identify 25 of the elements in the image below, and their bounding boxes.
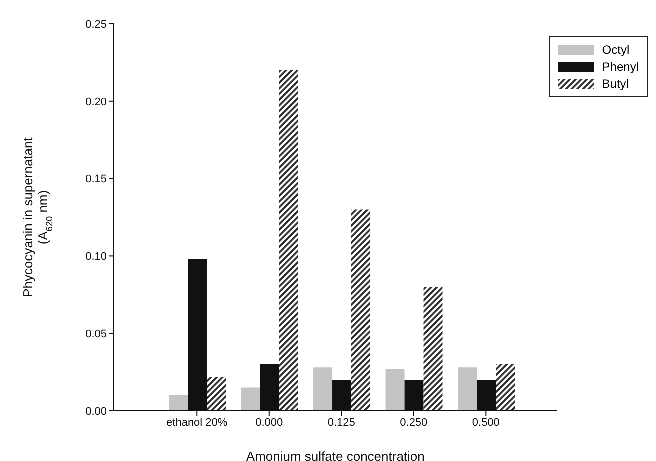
x-axis-title: Amonium sulfate concentration xyxy=(246,449,425,461)
y-tick-label: 0.10 xyxy=(86,251,107,264)
legend-label: Phenyl xyxy=(602,60,639,74)
legend-label: Octyl xyxy=(602,42,630,56)
y-tick-label: 0.00 xyxy=(86,406,107,418)
y-tick-label: 0.15 xyxy=(86,174,107,186)
y-tick-label: 0.20 xyxy=(86,96,107,108)
x-tick-label: 0.500 xyxy=(472,416,500,429)
x-tick-label: ethanol 20% xyxy=(166,416,228,429)
x-tick-label: 0.250 xyxy=(400,416,428,429)
bar xyxy=(314,368,333,411)
bar xyxy=(496,364,516,411)
legend-label: Butyl xyxy=(602,76,629,90)
y-tick-label: 0.25 xyxy=(86,18,107,31)
bar xyxy=(458,368,478,411)
bar xyxy=(386,369,405,411)
y-tick-label: 0.05 xyxy=(86,328,107,341)
bar xyxy=(169,396,188,411)
x-tick-label: 0.000 xyxy=(256,416,284,429)
bar xyxy=(424,287,443,411)
bar xyxy=(279,70,298,411)
bar xyxy=(352,210,371,411)
x-tick-label: 0.125 xyxy=(328,416,356,429)
bar xyxy=(207,376,226,411)
bar xyxy=(241,388,260,411)
